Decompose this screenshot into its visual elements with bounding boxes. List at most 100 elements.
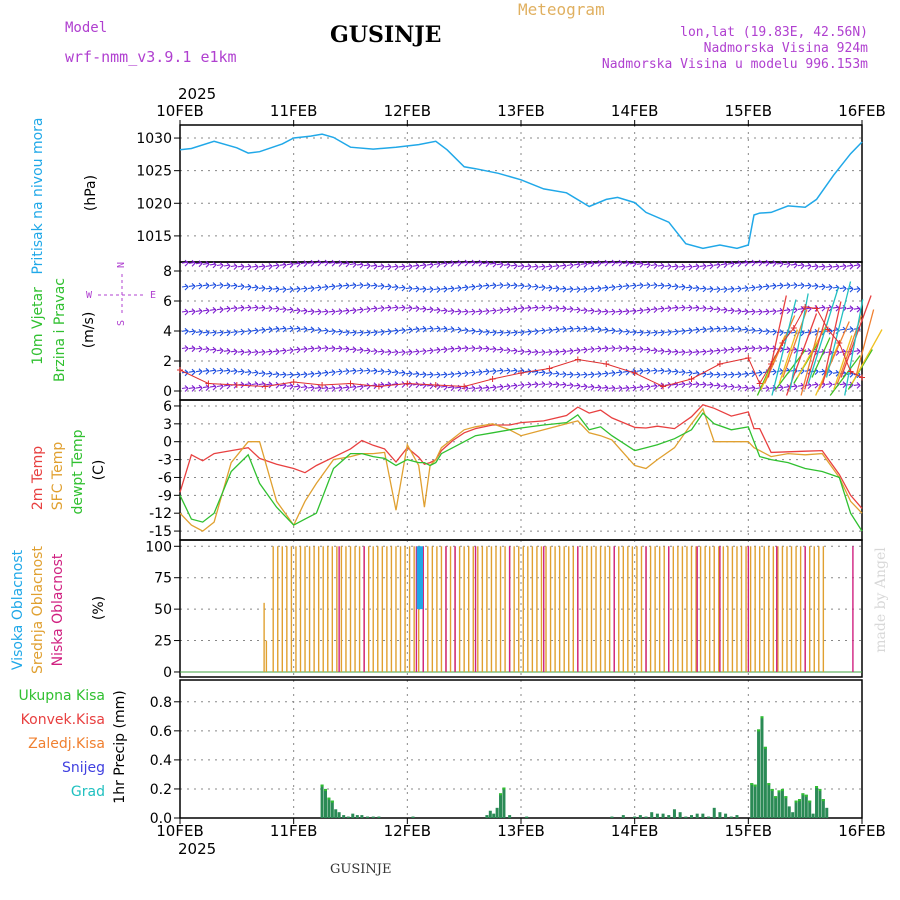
model-label: Model [65, 20, 108, 36]
precip-bar [763, 746, 767, 818]
precip-bar [801, 793, 805, 818]
precip-bar [791, 812, 795, 818]
year-label-bottom: 2025 [178, 840, 216, 858]
precip-bar [784, 796, 788, 818]
precip-bar [366, 816, 370, 818]
precip-bar-cap [797, 799, 801, 802]
wind-barb-strong [804, 307, 830, 390]
y-tick-label: 0.6 [150, 724, 172, 740]
precip-bar-cap [757, 729, 761, 732]
cloud-bar-high [416, 546, 421, 610]
precip-bar [411, 816, 415, 818]
precip-bar [760, 716, 764, 818]
wind-barb-strong [800, 327, 820, 396]
precip-bar-cap [327, 797, 331, 800]
wind-speed-marker [768, 361, 775, 367]
precip-bar [718, 812, 722, 818]
wind-speed-marker [205, 380, 212, 387]
precip-bar [377, 816, 381, 818]
wind-speed-marker [779, 340, 786, 346]
y-tick-label: 0.0 [150, 811, 172, 827]
x-tick-label-bottom: 15FEB [725, 822, 772, 840]
precip-bar-cap [760, 716, 764, 719]
wind-speed-marker [802, 304, 809, 310]
wind-speed-marker [461, 383, 468, 390]
x-tick-label-bottom: 11FEB [270, 822, 317, 840]
wind-speed-marker [836, 340, 843, 346]
y-tick-label: 100 [145, 539, 172, 555]
precip-bar [701, 813, 705, 818]
precip-bar [695, 813, 699, 818]
y-tick-label: 1020 [136, 196, 172, 212]
precip-bar [787, 806, 791, 818]
wind-speed-marker [233, 382, 240, 388]
precip-bar [780, 788, 784, 818]
y-tick-label: 1025 [136, 164, 172, 180]
meteogram-label: Meteogram [518, 0, 605, 19]
precip-bar-cap [777, 790, 781, 793]
pressure-ylabel: Pritisak na nivou mora [30, 117, 46, 274]
precip-bar [360, 815, 364, 818]
cloud-ylabel-high: Visoka Oblacnost [10, 549, 26, 670]
x-tick-label-top: 15FEB [725, 102, 772, 120]
compass-south: S [116, 320, 127, 326]
y-tick-label: 4 [163, 324, 172, 340]
precip-bar [330, 800, 334, 818]
x-tick-label-bottom: 16FEB [838, 822, 885, 840]
precip-bar-cap [320, 784, 324, 787]
wind-barb-strong [815, 341, 841, 396]
y-tick-label: -9 [158, 488, 172, 504]
temp-series-line [179, 404, 863, 509]
precip-bar [690, 815, 693, 818]
precip-bar [770, 788, 774, 818]
cloud-bar-high [418, 546, 423, 610]
precip-bar [753, 784, 757, 818]
y-tick-label: 3 [163, 417, 172, 433]
wind-barb-row [181, 345, 861, 356]
precip-bar [821, 799, 825, 818]
temp-ylabel-dewpt: dewpt Temp [70, 429, 86, 514]
y-tick-label: 50 [154, 602, 172, 618]
model-name: wrf-nmm_v3.9.1 e1km [65, 48, 237, 66]
precip-bar [337, 812, 341, 818]
precip-bar-cap [774, 796, 778, 799]
precip-bar [495, 807, 499, 818]
wind-barb-strong [844, 299, 864, 396]
y-tick-label: 75 [154, 571, 172, 587]
wind-barb-strong [822, 301, 842, 384]
precip-bar [767, 783, 771, 818]
precip-bar-cap [801, 793, 805, 796]
panel-frame [179, 124, 863, 263]
footer-title: GUSINJE [330, 862, 392, 877]
y-tick-label: 6 [163, 294, 172, 310]
precip-bar [672, 809, 676, 818]
wind-barb-strong [829, 355, 861, 396]
precip-bar-cap [750, 783, 754, 786]
wind-speed-marker [660, 383, 667, 390]
cloud-ylabel-mid: Srednja Oblacnost [30, 546, 46, 674]
wind-speed-marker [404, 380, 411, 387]
y-tick-label: 0 [163, 384, 172, 400]
precip-legend-item: Ukupna Kisa [18, 688, 105, 704]
wind-speed-marker [319, 382, 326, 388]
wind-barb-strong [811, 337, 831, 378]
precip-bar-cap [753, 784, 757, 787]
wind-speed-marker [290, 379, 297, 385]
precip-bar [707, 816, 711, 818]
precip-bar [610, 816, 614, 818]
precip-bar [818, 788, 822, 818]
precip-bar-cap [502, 787, 506, 790]
wind-barb-strong [778, 329, 798, 384]
precip-bar [808, 800, 812, 818]
y-tick-label: 1030 [136, 131, 172, 147]
precip-bar-cap [821, 799, 825, 802]
wind-speed-marker [546, 365, 553, 372]
wind-speed-marker [262, 383, 269, 390]
wind-barb-row [181, 325, 861, 337]
precip-legend-item: Snijeg [62, 760, 105, 776]
y-tick-label: 6 [163, 399, 172, 415]
precip-bar [371, 816, 375, 818]
precip-bar [327, 797, 331, 818]
precip-bar [811, 813, 815, 818]
